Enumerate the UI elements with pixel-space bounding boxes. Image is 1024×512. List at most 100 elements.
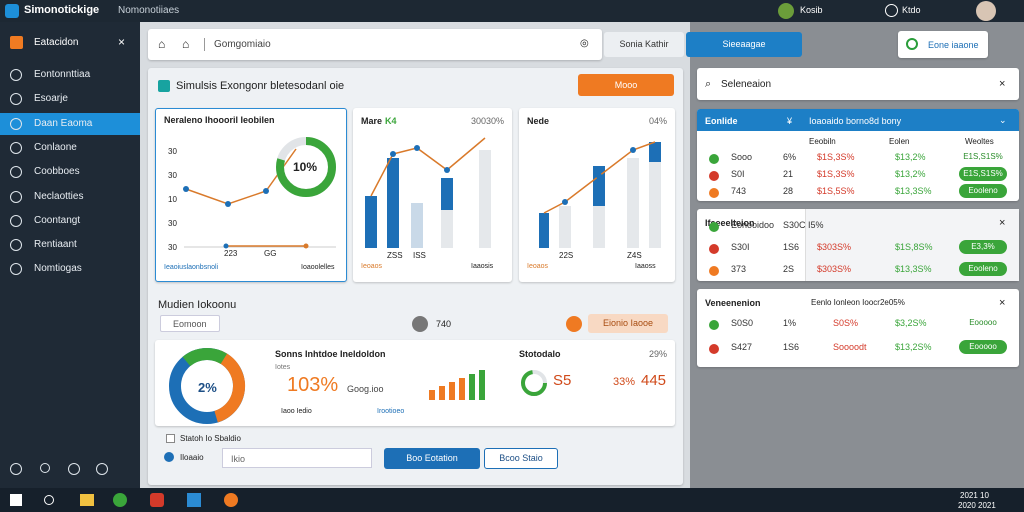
status-pill[interactable]: E3,3%: [959, 240, 1007, 254]
menu-icon: [10, 69, 22, 81]
x-label: 22S: [559, 251, 574, 260]
menu-item[interactable]: Eontonnttiaa: [0, 64, 140, 86]
chart-card: Nede 04% 22S Z4S Ieoaos Iaaoss: [519, 108, 675, 282]
section-title: Mudien Iokoonu: [158, 299, 237, 311]
user-name[interactable]: Ktdo: [902, 5, 921, 15]
menu-item[interactable]: Coontangt: [0, 210, 140, 232]
panel-title: Simulsis Exongonr bletesodanl oie: [176, 80, 345, 92]
cell: S30I: [731, 242, 750, 252]
home-icon[interactable]: ⌂: [182, 37, 190, 51]
cell: 2S: [783, 264, 795, 274]
close-icon[interactable]: ×: [118, 35, 126, 49]
summary-sub: Iotes: [275, 364, 291, 371]
status-pill[interactable]: E1S,S1S%: [959, 150, 1007, 164]
menu-item[interactable]: Conlaone: [0, 137, 140, 159]
x-label: 223: [224, 249, 238, 258]
user-name[interactable]: Kosib: [800, 5, 823, 15]
legend: Iaaoss: [635, 263, 656, 270]
start-button[interactable]: [10, 494, 22, 506]
tab-active[interactable]: Sieeaagae: [686, 32, 802, 57]
action-label[interactable]: Eone iaaone: [928, 40, 979, 50]
menu-item[interactable]: Rentiaant: [0, 234, 140, 256]
table-row: S0S0 1% S0S% $3,2S% Eooooo: [697, 316, 1019, 339]
table-row: Eonooidoo S30C I5%: [697, 219, 1019, 241]
menu-item[interactable]: Nomtiogas: [0, 258, 140, 280]
taskbar: 2021 10 2020 2021: [0, 488, 1024, 512]
mini-gauge: [521, 370, 547, 396]
app-icon[interactable]: [150, 493, 164, 507]
cell: $13,2S%: [895, 342, 932, 352]
app-subtitle: Nomonotiiaes: [118, 5, 180, 16]
app-icon[interactable]: [113, 493, 127, 507]
x-label: ZSS: [387, 251, 403, 260]
status-dot: [709, 320, 719, 330]
sidebar-logo: [10, 36, 23, 49]
cell: 1S6: [783, 242, 800, 252]
profile-avatar[interactable]: [976, 1, 996, 21]
card-title: Veneenenion: [705, 298, 761, 308]
stat-value: 445: [641, 372, 667, 389]
menu-item[interactable]: Daan Eaoma: [0, 112, 140, 135]
status-pill[interactable]: Eooleno: [959, 262, 1007, 276]
y-tick-label: 30: [168, 243, 177, 252]
search-icon[interactable]: ◎: [580, 38, 589, 49]
status-dot: [709, 171, 719, 181]
input[interactable]: Ikio: [222, 448, 372, 468]
table-row: 373 2S $303S% $13,3S% Eooleno: [697, 262, 1019, 285]
app-icon[interactable]: [80, 494, 94, 506]
badge: K4: [385, 116, 397, 126]
table-row: 743 28 $1S,5S% $13,3S% Eooleno: [697, 184, 1019, 207]
table-row: S30I 1S6 $303S% $1S,8S% E3,3%: [697, 240, 1019, 263]
menu-icon: [10, 93, 22, 106]
close-icon[interactable]: ×: [999, 217, 1006, 229]
pill[interactable]: Eionio Iaooe: [588, 314, 668, 333]
status-pill[interactable]: Eooleno: [959, 184, 1007, 198]
stat-value: S5: [553, 372, 572, 389]
card-header: Ioaoaido borno8d bony: [809, 116, 902, 126]
menu-item[interactable]: Esoarje: [0, 88, 140, 110]
app-icon[interactable]: [224, 493, 238, 507]
app-icon[interactable]: [187, 493, 201, 507]
x-label: ISS: [413, 251, 426, 260]
status-pill[interactable]: E1S,S1S%: [959, 167, 1007, 181]
card-title: Nede: [527, 116, 550, 126]
cell: Soooodt: [833, 342, 867, 352]
status-pill[interactable]: Eooooo: [959, 340, 1007, 354]
secondary-button[interactable]: Bcoo Staio: [484, 448, 558, 469]
x-label: Z4S: [627, 251, 642, 260]
table-row: S0I 21 $1S,3S% $13,2% E1S,S1S%: [697, 167, 1019, 190]
corner-value: 30030%: [471, 116, 505, 126]
input[interactable]: Eomoon: [160, 315, 220, 332]
primary-button[interactable]: Boo Eotation: [384, 448, 480, 469]
menu-icon: [10, 141, 22, 154]
close-icon[interactable]: ×: [999, 78, 1006, 90]
bar-chart: [365, 137, 491, 248]
cell: 6%: [783, 152, 797, 162]
menu-button[interactable]: Mooo: [578, 74, 674, 96]
menu-icon: [10, 263, 22, 276]
action-button[interactable]: Eone iaaone: [898, 31, 988, 58]
table-row: Sooo 6% $1S,3S% $13,2% E1S,S1S%: [697, 150, 1019, 173]
checkbox[interactable]: [166, 434, 175, 443]
cell: 1%: [783, 318, 797, 328]
menu-item[interactable]: Coobboes: [0, 161, 140, 183]
menu-item[interactable]: Neclaotties: [0, 186, 140, 208]
menu-icon: [10, 166, 22, 179]
home-icon[interactable]: ⌂: [158, 37, 166, 51]
y-tick-label: 30: [168, 219, 177, 228]
status-pill[interactable]: Eooooo: [959, 316, 1007, 330]
search[interactable]: [44, 495, 54, 505]
avatar[interactable]: [778, 3, 794, 19]
sidebar-header: Eatacidon: [34, 37, 79, 48]
card-title: Ifeeeelteion: [705, 218, 755, 228]
app-logo: [5, 4, 19, 18]
status-dot: [709, 266, 719, 276]
tab[interactable]: Sonia Kathir: [604, 32, 684, 57]
line-chart: [183, 137, 336, 249]
close-icon[interactable]: ×: [999, 297, 1006, 309]
user-icon: [885, 4, 898, 17]
summary-title: Sonns Inhtdoe Ineldoldon: [275, 349, 386, 359]
app-name: Simonotickige: [24, 4, 100, 16]
menu-icon: [10, 117, 22, 130]
